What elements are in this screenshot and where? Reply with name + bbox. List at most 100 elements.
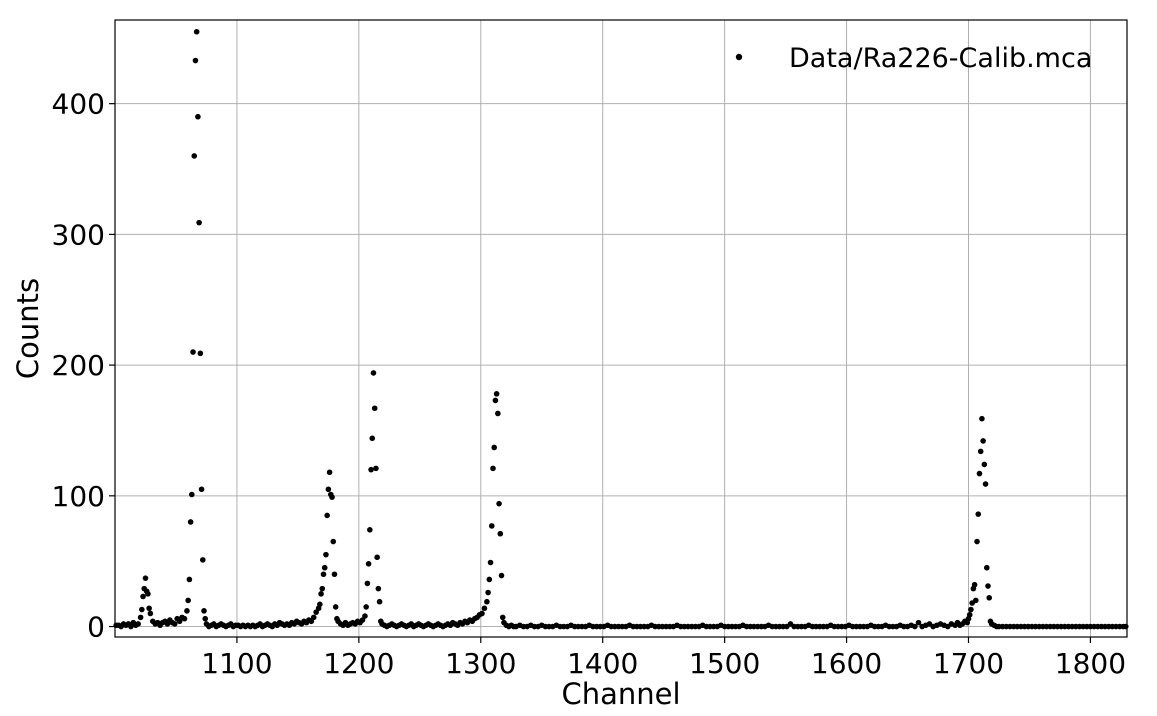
data-point bbox=[324, 512, 330, 519]
data-point bbox=[370, 370, 377, 376]
data-point bbox=[373, 465, 379, 472]
data-point bbox=[486, 576, 493, 583]
data-point bbox=[479, 610, 485, 617]
data-point bbox=[318, 591, 324, 597]
data-point bbox=[332, 604, 339, 610]
y-tick-label: 400 bbox=[52, 88, 105, 121]
data-point bbox=[331, 571, 338, 578]
data-point bbox=[484, 598, 490, 605]
data-point bbox=[499, 614, 506, 621]
data-point bbox=[187, 519, 194, 525]
data-point bbox=[310, 614, 317, 621]
data-point bbox=[986, 594, 993, 601]
data-point bbox=[1122, 623, 1129, 630]
data-point bbox=[192, 57, 199, 64]
legend-marker bbox=[735, 53, 743, 61]
data-point bbox=[184, 608, 190, 614]
x-tick-label: 1500 bbox=[689, 647, 760, 680]
data-point bbox=[186, 576, 193, 583]
data-point bbox=[197, 350, 204, 357]
data-point bbox=[495, 410, 501, 417]
data-point bbox=[971, 581, 978, 588]
y-tick-label: 0 bbox=[87, 611, 105, 644]
data-point bbox=[490, 465, 496, 472]
data-point bbox=[979, 415, 985, 422]
legend: Data/Ra226-Calib.mca bbox=[735, 43, 1092, 74]
data-point bbox=[363, 604, 369, 610]
data-point bbox=[980, 438, 986, 444]
data-point bbox=[147, 610, 154, 617]
data-point bbox=[368, 466, 374, 473]
data-point bbox=[985, 583, 991, 589]
y-axis-label: Counts bbox=[11, 278, 45, 379]
data-point bbox=[137, 614, 144, 621]
data-point bbox=[981, 461, 988, 468]
data-point bbox=[320, 571, 327, 578]
axis-ticks: 1100 1200 1300 1400 1500 1600 1700 1800 0 100 200 3… bbox=[52, 88, 1127, 680]
data-point bbox=[321, 564, 328, 571]
data-point bbox=[139, 606, 145, 613]
data-point bbox=[146, 605, 152, 612]
data-points bbox=[113, 28, 1129, 630]
data-point bbox=[325, 486, 332, 493]
x-axis-label: Channel bbox=[561, 677, 680, 711]
data-point bbox=[317, 601, 323, 608]
data-point bbox=[199, 557, 206, 563]
data-point bbox=[982, 481, 989, 487]
data-point bbox=[196, 219, 202, 226]
y-tick-label: 300 bbox=[52, 218, 105, 251]
data-point bbox=[976, 470, 983, 477]
data-point bbox=[974, 538, 980, 545]
data-point bbox=[912, 623, 918, 630]
data-point bbox=[481, 605, 488, 612]
y-tick-label: 100 bbox=[52, 480, 105, 513]
x-tick-label: 1300 bbox=[445, 647, 516, 680]
data-point bbox=[371, 405, 378, 412]
data-point bbox=[375, 585, 382, 592]
data-point bbox=[983, 564, 990, 571]
data-point bbox=[190, 349, 196, 355]
data-point bbox=[362, 613, 368, 619]
data-point bbox=[195, 113, 201, 120]
data-point bbox=[376, 598, 383, 605]
x-tick-label: 1700 bbox=[933, 647, 1004, 680]
data-point bbox=[977, 448, 984, 455]
data-point bbox=[365, 561, 372, 567]
data-point bbox=[181, 615, 188, 622]
data-point bbox=[973, 597, 979, 604]
data-point bbox=[492, 397, 499, 404]
data-point bbox=[975, 511, 982, 517]
data-point bbox=[966, 611, 973, 618]
data-point bbox=[498, 572, 505, 579]
data-point bbox=[145, 591, 151, 597]
data-point bbox=[140, 593, 146, 600]
legend-label: Data/Ra226-Calib.mca bbox=[789, 43, 1092, 74]
data-point bbox=[201, 608, 207, 614]
data-point bbox=[968, 606, 974, 613]
data-point bbox=[491, 444, 498, 451]
data-point bbox=[193, 28, 200, 35]
data-point bbox=[374, 554, 380, 561]
x-tick-label: 1400 bbox=[567, 647, 638, 680]
data-point bbox=[329, 494, 335, 500]
data-point bbox=[496, 500, 502, 507]
data-point bbox=[189, 491, 195, 498]
data-point bbox=[185, 597, 191, 604]
data-point bbox=[323, 551, 329, 558]
data-point bbox=[497, 530, 504, 537]
data-point bbox=[202, 615, 209, 622]
data-point bbox=[191, 153, 198, 159]
data-point bbox=[915, 619, 922, 626]
y-tick-label: 200 bbox=[52, 349, 105, 382]
data-point bbox=[142, 575, 149, 581]
data-point bbox=[171, 621, 178, 627]
data-point bbox=[198, 486, 205, 493]
x-tick-label: 1800 bbox=[1055, 647, 1126, 680]
data-point bbox=[330, 538, 337, 545]
data-point bbox=[369, 435, 376, 442]
data-point bbox=[364, 580, 371, 587]
data-point bbox=[485, 589, 491, 596]
data-point bbox=[135, 621, 141, 627]
